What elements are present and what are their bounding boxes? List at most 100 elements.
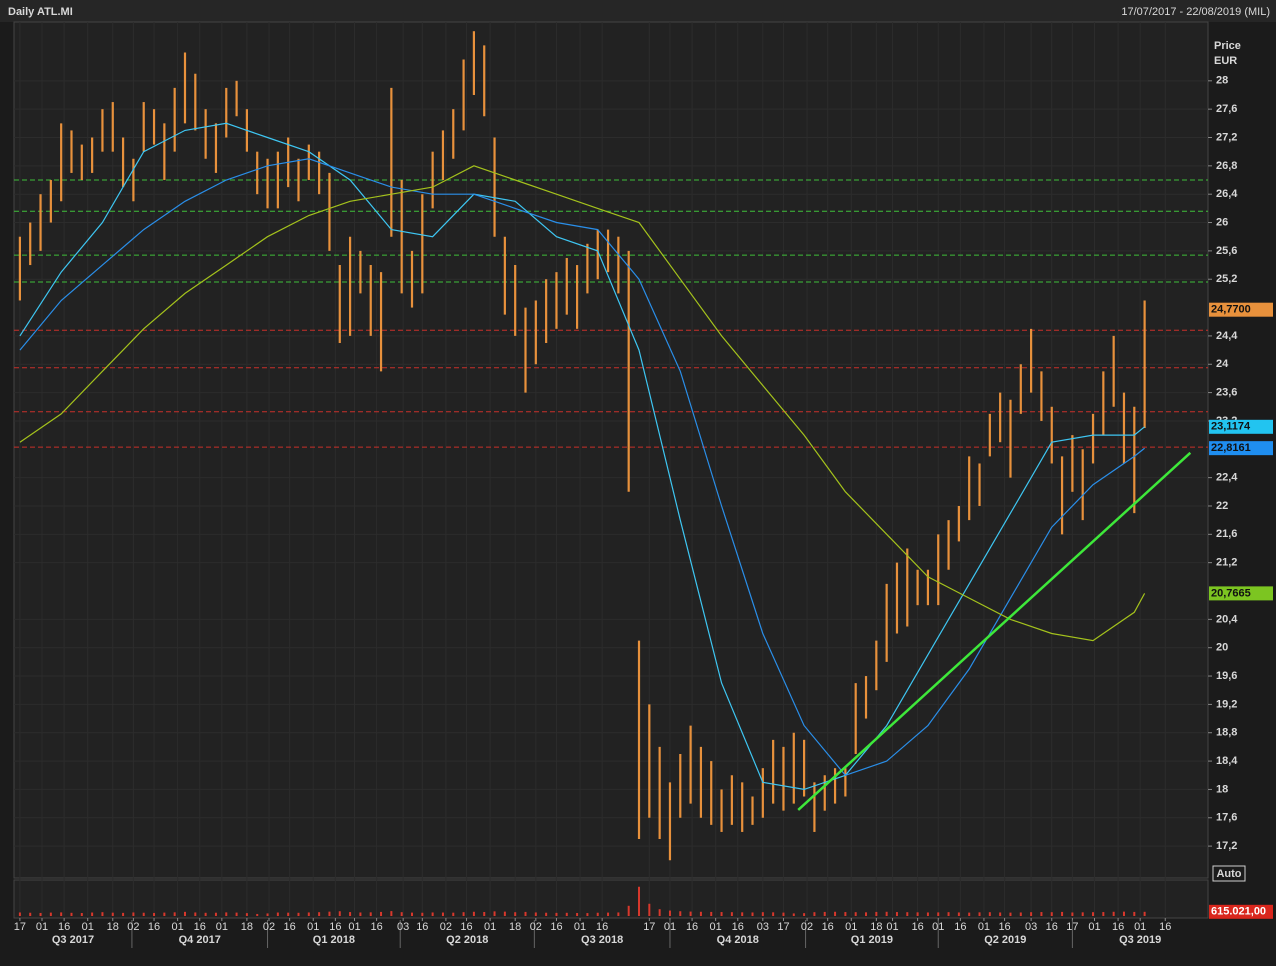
quarter-label: Q2 2018 <box>446 934 488 946</box>
volume-bar <box>1061 911 1064 916</box>
volume-bar <box>555 912 558 916</box>
volume-bar <box>710 911 713 916</box>
volume-bar <box>122 912 125 916</box>
volume-bar <box>576 913 579 916</box>
volume-bar <box>421 912 424 916</box>
x-tick-label: 01 <box>710 921 722 933</box>
volume-bar <box>1143 911 1146 916</box>
volume-bar <box>276 912 279 916</box>
y-axis-unit: EUR <box>1214 55 1237 67</box>
volume-bar <box>926 912 929 916</box>
volume-bar <box>668 910 671 916</box>
volume-bar <box>483 911 486 916</box>
moving-average <box>19 122 1145 791</box>
volume-area <box>13 879 1209 919</box>
x-tick-label: 01 <box>348 921 360 933</box>
volume-bar <box>596 912 599 916</box>
x-tick-label: 18 <box>870 921 882 933</box>
volume-bar <box>865 912 868 916</box>
volume-bar <box>968 912 971 916</box>
y-tick-label: 27,2 <box>1216 131 1237 143</box>
volume-bar <box>132 912 135 916</box>
volume-bar <box>957 912 960 916</box>
volume-bar <box>349 912 352 916</box>
volume-bar <box>937 912 940 916</box>
volume-bar <box>297 912 300 916</box>
chart-title: Daily ATL.MI <box>8 6 73 18</box>
y-tick-label: 26 <box>1216 216 1228 228</box>
volume-bar <box>545 912 548 916</box>
volume-bar <box>1102 912 1105 916</box>
volume-bar <box>565 912 568 916</box>
x-tick-label: 02 <box>263 921 275 933</box>
volume-bar <box>359 912 362 916</box>
volume-bar <box>803 913 806 916</box>
x-tick-label: 16 <box>370 921 382 933</box>
y-tick-label: 18,4 <box>1216 755 1238 767</box>
x-tick-label: 17 <box>777 921 789 933</box>
volume-bar <box>648 903 651 916</box>
x-tick-label: 18 <box>509 921 521 933</box>
volume-bar <box>204 912 207 916</box>
volume-bar <box>658 909 661 916</box>
x-tick-label: 02 <box>530 921 542 933</box>
volume-bar <box>1092 912 1095 916</box>
volume-bar <box>39 912 42 916</box>
volume-bar <box>772 912 775 916</box>
auto-button[interactable] <box>1212 865 1246 882</box>
volume-bar <box>18 912 21 916</box>
grid <box>14 22 1212 948</box>
x-tick-label: 01 <box>82 921 94 933</box>
volume-bar <box>741 912 744 916</box>
volume-bar <box>493 911 496 916</box>
y-tick-label: 20,4 <box>1216 613 1238 625</box>
y-tick-label: 17,2 <box>1216 840 1237 852</box>
volume-bar <box>514 912 517 916</box>
x-tick-label: 02 <box>127 921 139 933</box>
volume-bar <box>1009 912 1012 916</box>
volume-bar <box>380 911 383 916</box>
x-tick-label: 16 <box>954 921 966 933</box>
volume-bar <box>60 912 63 916</box>
volume-bar <box>1112 911 1115 916</box>
y-tick-label: 21,2 <box>1216 557 1237 569</box>
volume-bar <box>875 911 878 916</box>
volume-bar <box>854 912 857 916</box>
ma-tag-label: 23,1174 <box>1211 421 1251 433</box>
ma-tag-label: 20,7665 <box>1211 587 1251 599</box>
x-tick-label: 03 <box>757 921 769 933</box>
volume-bar <box>988 912 991 916</box>
volume-bar <box>627 905 630 916</box>
x-tick-label: 16 <box>284 921 296 933</box>
auto-button-label[interactable]: Auto <box>1216 868 1241 880</box>
volume-bar <box>1030 912 1033 916</box>
volume-bar <box>91 912 94 916</box>
y-tick-label: 19,2 <box>1216 698 1237 710</box>
volume-bar <box>369 912 372 916</box>
x-tick-label: 16 <box>460 921 472 933</box>
volume-bar <box>214 912 217 916</box>
last-price-tag <box>1209 302 1273 317</box>
x-tick-label: 16 <box>194 921 206 933</box>
quarter-label: Q3 2018 <box>581 934 623 946</box>
quarter-label: Q4 2017 <box>179 934 221 946</box>
x-tick-label: 01 <box>574 921 586 933</box>
moving-average <box>19 158 1145 777</box>
x-tick-label: 17 <box>14 921 26 933</box>
volume-bar <box>720 912 723 916</box>
volume-bar <box>699 911 702 916</box>
y-tick-label: 26,4 <box>1216 188 1238 200</box>
x-tick-label: 16 <box>58 921 70 933</box>
x-tick-label: 16 <box>1112 921 1124 933</box>
volume-bar <box>586 913 589 916</box>
x-tick-label: 01 <box>845 921 857 933</box>
volume-bar <box>245 913 248 916</box>
volume-bar <box>70 912 73 916</box>
y-tick-label: 25,2 <box>1216 273 1237 285</box>
quarter-label: Q4 2018 <box>717 934 759 946</box>
volume-bar <box>49 912 52 916</box>
volume-bar <box>318 912 321 916</box>
volume-tag-label: 615.021,00 <box>1211 906 1266 918</box>
x-tick-label: 01 <box>216 921 228 933</box>
volume-bar <box>462 912 465 916</box>
